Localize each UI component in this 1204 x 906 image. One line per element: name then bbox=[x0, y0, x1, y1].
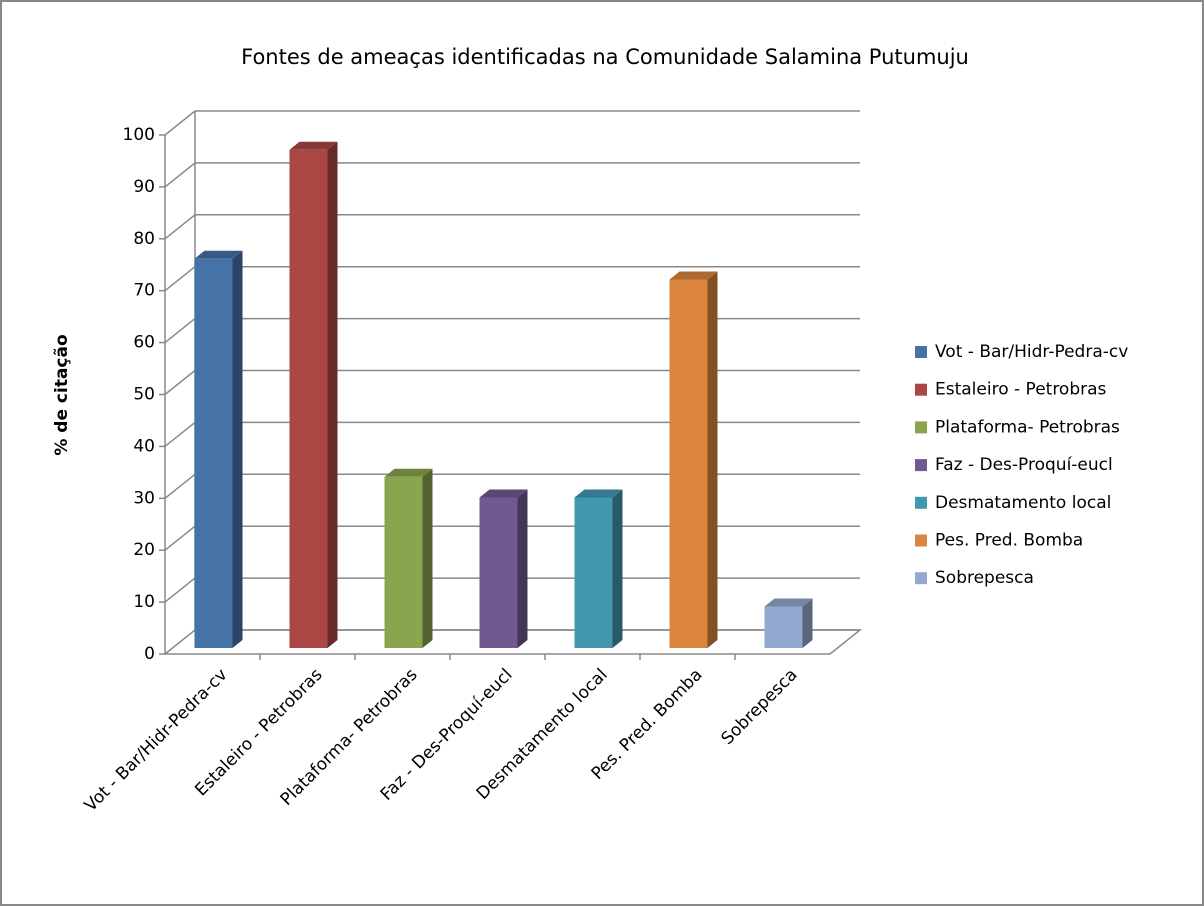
grid-line-side bbox=[164, 525, 196, 551]
legend-swatch bbox=[915, 572, 927, 585]
grid-line-side bbox=[164, 369, 196, 396]
bar-top bbox=[479, 489, 528, 498]
bar-side bbox=[422, 468, 433, 648]
grid-line-side bbox=[164, 162, 196, 188]
grid-line-side bbox=[164, 266, 196, 292]
grid-line-side bbox=[164, 318, 196, 344]
legend-swatch bbox=[915, 459, 927, 472]
legend-swatch bbox=[915, 421, 927, 434]
bar-side bbox=[707, 271, 718, 648]
bar bbox=[574, 497, 613, 648]
legend-swatch bbox=[915, 346, 927, 358]
legend-label: Estaleiro - Petrobras bbox=[935, 380, 1107, 400]
bar-top bbox=[289, 141, 338, 150]
bar-top bbox=[764, 598, 813, 607]
y-tick-label: 10 bbox=[133, 592, 155, 612]
grid-line-side bbox=[164, 577, 196, 603]
legend-label: Pes. Pred. Bomba bbox=[935, 531, 1083, 551]
y-tick-label: 30 bbox=[133, 488, 155, 508]
bar-side bbox=[232, 250, 243, 648]
y-tick-label: 70 bbox=[133, 281, 155, 301]
bar-side bbox=[517, 489, 528, 648]
bar-top bbox=[384, 468, 433, 477]
bar-side bbox=[802, 598, 813, 648]
bar-top bbox=[669, 271, 718, 280]
y-tick-label: 0 bbox=[144, 644, 155, 664]
grid-line-side bbox=[164, 421, 196, 447]
legend-label: Faz - Des-Proquí-eucl bbox=[935, 455, 1113, 475]
bar-top bbox=[574, 489, 623, 498]
y-tick-label: 20 bbox=[133, 540, 155, 560]
y-axis-label: % de citação bbox=[52, 334, 72, 455]
bar-top bbox=[194, 250, 243, 259]
grid-line-side bbox=[164, 473, 196, 499]
bar bbox=[194, 258, 233, 648]
bar bbox=[479, 497, 518, 648]
legend-swatch bbox=[915, 534, 927, 547]
bar bbox=[289, 149, 328, 648]
legend-label: Sobrepesca bbox=[935, 568, 1034, 588]
legend-label: Vot - Bar/Hidr-Pedra-cv bbox=[935, 342, 1128, 362]
legend-swatch bbox=[915, 383, 927, 396]
chart-title: Fontes de ameaças identificadas na Comun… bbox=[241, 45, 969, 69]
y-tick-label: 90 bbox=[133, 177, 155, 197]
y-tick-label: 60 bbox=[133, 333, 155, 353]
bar-side bbox=[327, 141, 338, 648]
bar bbox=[764, 606, 803, 648]
grid-line-side bbox=[164, 629, 196, 655]
legend-label: Plataforma- Petrobras bbox=[935, 417, 1120, 437]
y-tick-label: 100 bbox=[123, 125, 155, 145]
y-tick-label: 40 bbox=[133, 436, 155, 456]
legend-label: Desmatamento local bbox=[935, 493, 1111, 513]
grid-line-side bbox=[164, 214, 196, 240]
y-tick-label: 80 bbox=[133, 229, 155, 249]
bar bbox=[384, 476, 423, 648]
y-tick-label: 50 bbox=[133, 385, 155, 405]
grid-line-side bbox=[164, 110, 196, 136]
legend-swatch bbox=[915, 496, 927, 509]
bar bbox=[669, 279, 708, 648]
bar-side bbox=[612, 489, 623, 648]
